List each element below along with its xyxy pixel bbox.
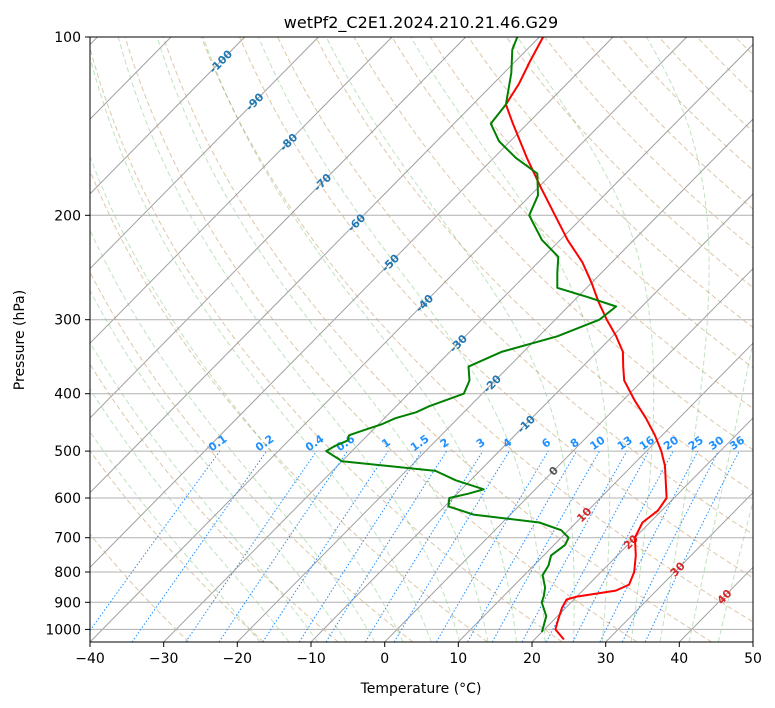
isotherm-line (90, 37, 246, 195)
plot-frame (89, 36, 754, 643)
dry-adiabat-line (162, 37, 712, 642)
y-axis-title: Pressure (hPa) (12, 290, 28, 390)
moist-adiabats (90, 37, 753, 642)
mixing-ratio-line (599, 450, 699, 642)
x-tick-label: 10 (449, 651, 467, 667)
moist-adiabat-line (517, 37, 655, 642)
moist-adiabat-line (717, 499, 753, 642)
isotherm-line (236, 118, 753, 642)
x-tick-label: 40 (670, 651, 688, 667)
mixing-ratio-line (218, 450, 348, 642)
y-tick-label: 500 (54, 444, 81, 460)
moist-adiabat-line (90, 430, 261, 642)
temperature-profile-line (504, 37, 668, 641)
moist-adiabat-line (325, 37, 575, 642)
isotherm-line (605, 491, 753, 642)
mixing-ratio-line (521, 450, 628, 642)
isotherm-line (90, 37, 688, 642)
y-tick-label: 600 (54, 491, 81, 507)
y-tick-label: 800 (54, 565, 81, 581)
x-tick-label: 0 (380, 651, 389, 667)
mixing-ratio-line (393, 450, 510, 642)
x-tick-label: −10 (296, 651, 326, 667)
moist-adiabat-line (90, 341, 319, 642)
chart-title: wetPf2_C2E1.2024.210.21.46.G29 (284, 13, 558, 33)
dry-adiabat-line (391, 37, 753, 410)
moist-adiabat-line (645, 37, 710, 642)
moist-adiabat-line (90, 388, 290, 642)
mixing-ratio-line (298, 450, 423, 642)
mixing-ratio-line (572, 450, 674, 642)
moist-adiabat-line (90, 289, 347, 642)
isotherm-line (384, 267, 753, 642)
mixing-ratio-line (364, 450, 484, 642)
x-tick-label: −20 (223, 651, 253, 667)
moist-adiabat-line (90, 155, 404, 642)
y-tick-label: 200 (54, 208, 81, 224)
dry-adiabat-line (315, 37, 753, 493)
isotherm-line (90, 37, 467, 419)
dry-adiabat-line (200, 37, 753, 623)
mixing-ratio-lines (90, 450, 740, 642)
dry-adiabat-line (90, 533, 190, 642)
mixing-ratio-line (621, 450, 719, 642)
dry-adiabat-line (239, 37, 753, 579)
dry-adiabat-line (467, 37, 753, 329)
mixing-ratio-line (491, 450, 600, 642)
dry-adiabat-line (124, 37, 638, 642)
moist-adiabat-line (90, 55, 432, 642)
isotherm-line (90, 37, 540, 494)
mixing-ratio-line (90, 450, 221, 632)
isotherm-line (457, 342, 753, 642)
y-tick-label: 300 (54, 313, 81, 329)
y-tick-label: 700 (54, 531, 81, 547)
y-axis: 1000 900 800 700 600 500 400 300 200 100 (45, 30, 90, 638)
y-tick-label: 100 (54, 30, 81, 46)
isotherm-line (90, 37, 614, 568)
moist-adiabat-line (90, 229, 376, 642)
dry-adiabat-line (505, 37, 753, 289)
y-tick-label: 900 (54, 595, 81, 611)
x-tick-label: −40 (75, 651, 105, 667)
isotherm-line (163, 43, 753, 642)
moist-adiabat-line (156, 37, 489, 642)
dry-adiabats (90, 37, 753, 642)
isotherm-line (310, 193, 753, 642)
mixing-ratio-line (325, 450, 448, 642)
mixing-ratio-line (185, 450, 318, 642)
y-tick-label: 1000 (45, 622, 81, 638)
x-axis: −40 −30 −20 −10 0 10 20 30 40 50 (75, 642, 762, 667)
sounding-series (325, 37, 668, 641)
dry-adiabat-line (90, 46, 563, 642)
x-axis-title: Temperature (°C) (360, 681, 482, 697)
x-tick-label: −30 (149, 651, 179, 667)
pressure-gridlines (90, 37, 753, 630)
moist-adiabat-line (410, 37, 611, 642)
isotherms (90, 37, 753, 642)
isotherm-line (90, 37, 319, 270)
moist-adiabat-line (117, 37, 461, 642)
mixing-ratio-line (262, 450, 389, 642)
x-tick-label: 50 (744, 651, 762, 667)
mixing-ratio-line (131, 450, 268, 642)
isotherm-line (531, 417, 753, 642)
dry-adiabat-line (353, 37, 753, 451)
dry-adiabat-line (277, 37, 753, 535)
x-tick-label: 20 (523, 651, 541, 667)
dry-adiabat-line (90, 271, 414, 642)
y-tick-label: 400 (54, 387, 81, 403)
mixing-ratio-line (545, 450, 650, 642)
isotherm-line (90, 37, 393, 344)
moist-adiabat-line (688, 339, 753, 642)
dewpoint-profile-line (325, 37, 618, 633)
x-tick-label: 30 (597, 651, 615, 667)
